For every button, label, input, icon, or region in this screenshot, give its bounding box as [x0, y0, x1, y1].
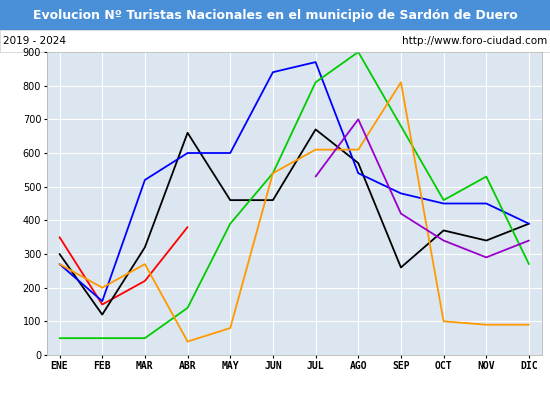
Text: Evolucion Nº Turistas Nacionales en el municipio de Sardón de Duero: Evolucion Nº Turistas Nacionales en el m… — [32, 8, 518, 22]
Text: 2019 - 2024: 2019 - 2024 — [3, 36, 66, 46]
Text: http://www.foro-ciudad.com: http://www.foro-ciudad.com — [402, 36, 547, 46]
